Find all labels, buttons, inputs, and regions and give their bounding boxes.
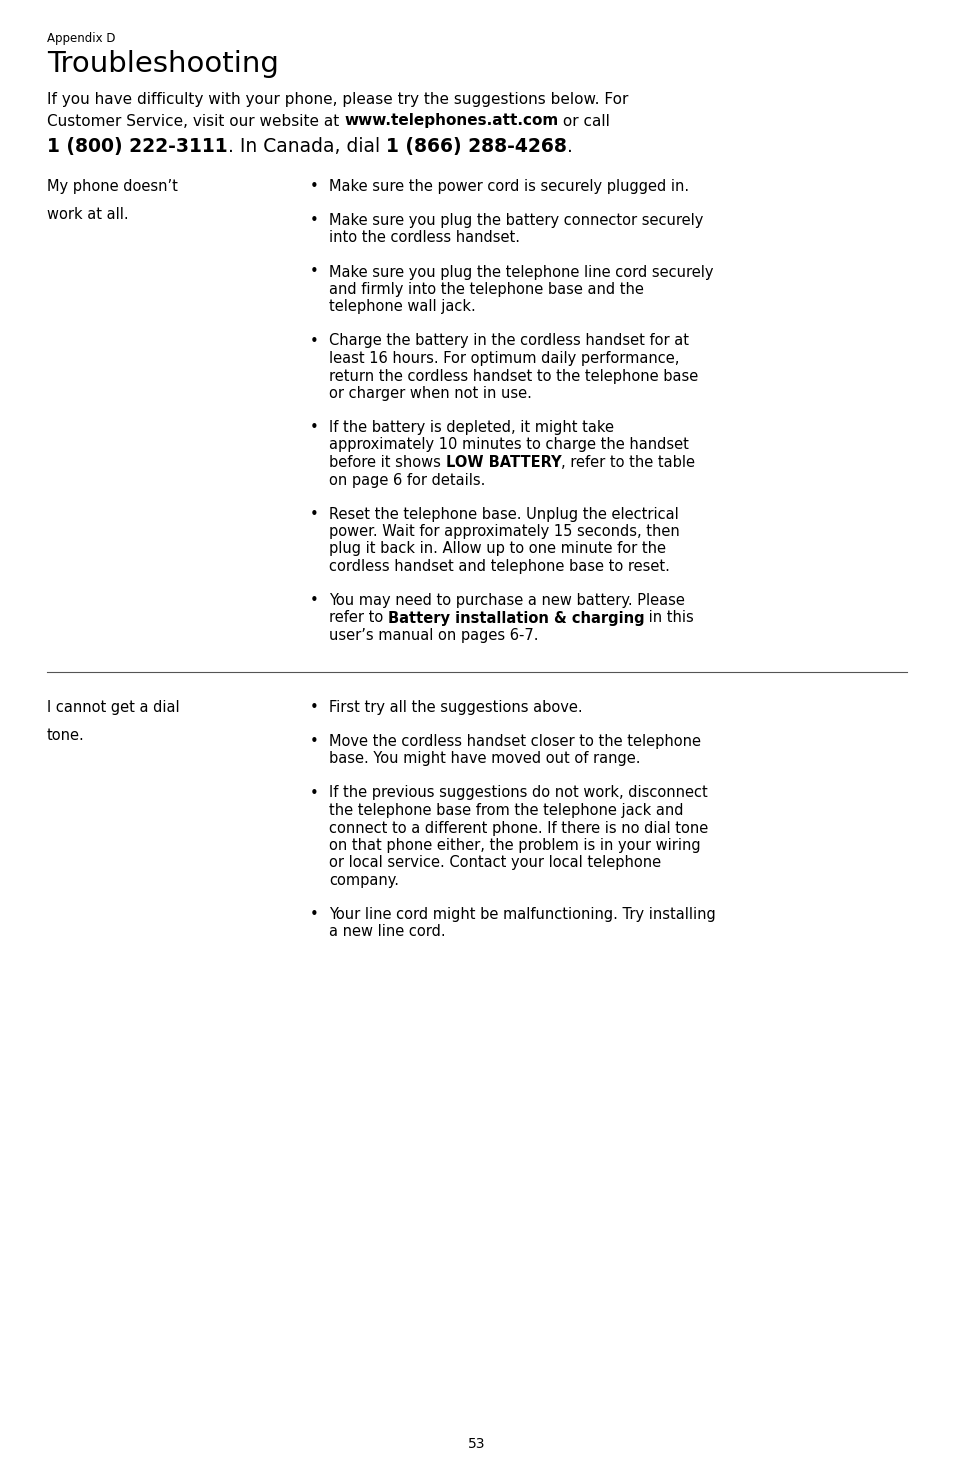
Text: Reset the telephone base. Unplug the electrical: Reset the telephone base. Unplug the ele… (329, 506, 678, 522)
Text: •: • (310, 212, 318, 229)
Text: •: • (310, 333, 318, 348)
Text: My phone doesn’t: My phone doesn’t (47, 178, 177, 195)
Text: •: • (310, 178, 318, 195)
Text: user’s manual on pages 6-7.: user’s manual on pages 6-7. (329, 628, 537, 643)
Text: •: • (310, 907, 318, 922)
Text: least 16 hours. For optimum daily performance,: least 16 hours. For optimum daily perfor… (329, 351, 679, 366)
Text: •: • (310, 264, 318, 279)
Text: or charger when not in use.: or charger when not in use. (329, 386, 532, 401)
Text: company.: company. (329, 873, 398, 888)
Text: base. You might have moved out of range.: base. You might have moved out of range. (329, 751, 639, 767)
Text: Battery installation & charging: Battery installation & charging (388, 611, 644, 625)
Text: a new line cord.: a new line cord. (329, 925, 445, 940)
Text: •: • (310, 420, 318, 435)
Text: into the cordless handset.: into the cordless handset. (329, 230, 519, 245)
Text: •: • (310, 735, 318, 749)
Text: . In Canada, dial: . In Canada, dial (228, 137, 385, 156)
Text: 1 (800) 222-3111: 1 (800) 222-3111 (47, 137, 228, 156)
Text: If the battery is depleted, it might take: If the battery is depleted, it might tak… (329, 420, 614, 435)
Text: cordless handset and telephone base to reset.: cordless handset and telephone base to r… (329, 559, 669, 574)
Text: the telephone base from the telephone jack and: the telephone base from the telephone ja… (329, 802, 682, 819)
Text: work at all.: work at all. (47, 207, 129, 223)
Text: and firmly into the telephone base and the: and firmly into the telephone base and t… (329, 282, 643, 296)
Text: Appendix D: Appendix D (47, 32, 115, 46)
Text: power. Wait for approximately 15 seconds, then: power. Wait for approximately 15 seconds… (329, 524, 679, 538)
Text: Move the cordless handset closer to the telephone: Move the cordless handset closer to the … (329, 735, 700, 749)
Text: •: • (310, 701, 318, 715)
Text: •: • (310, 786, 318, 801)
Text: on page 6 for details.: on page 6 for details. (329, 472, 485, 488)
Text: Customer Service, visit our website at: Customer Service, visit our website at (47, 114, 344, 128)
Text: tone.: tone. (47, 729, 85, 743)
Text: connect to a different phone. If there is no dial tone: connect to a different phone. If there i… (329, 820, 707, 835)
Text: Make sure you plug the battery connector securely: Make sure you plug the battery connector… (329, 212, 702, 229)
Text: Troubleshooting: Troubleshooting (47, 50, 278, 78)
Text: .: . (566, 137, 572, 156)
Text: before it shows: before it shows (329, 454, 445, 471)
Text: 53: 53 (468, 1437, 485, 1451)
Text: on that phone either, the problem is in your wiring: on that phone either, the problem is in … (329, 838, 700, 853)
Text: return the cordless handset to the telephone base: return the cordless handset to the telep… (329, 369, 698, 384)
Text: Charge the battery in the cordless handset for at: Charge the battery in the cordless hands… (329, 333, 688, 348)
Text: in this: in this (644, 611, 694, 625)
Text: , refer to the table: , refer to the table (560, 454, 695, 471)
Text: Make sure the power cord is securely plugged in.: Make sure the power cord is securely plu… (329, 178, 688, 195)
Text: or call: or call (558, 114, 610, 128)
Text: plug it back in. Allow up to one minute for the: plug it back in. Allow up to one minute … (329, 541, 665, 556)
Text: •: • (310, 506, 318, 522)
Text: Your line cord might be malfunctioning. Try installing: Your line cord might be malfunctioning. … (329, 907, 715, 922)
Text: Make sure you plug the telephone line cord securely: Make sure you plug the telephone line co… (329, 264, 713, 279)
Text: telephone wall jack.: telephone wall jack. (329, 299, 476, 314)
Text: You may need to purchase a new battery. Please: You may need to purchase a new battery. … (329, 593, 684, 608)
Text: If you have difficulty with your phone, please try the suggestions below. For: If you have difficulty with your phone, … (47, 91, 628, 108)
Text: LOW BATTERY: LOW BATTERY (445, 454, 560, 471)
Text: If the previous suggestions do not work, disconnect: If the previous suggestions do not work,… (329, 786, 707, 801)
Text: refer to: refer to (329, 611, 388, 625)
Text: approximately 10 minutes to charge the handset: approximately 10 minutes to charge the h… (329, 438, 688, 453)
Text: I cannot get a dial: I cannot get a dial (47, 701, 179, 715)
Text: www.telephones.att.com: www.telephones.att.com (344, 114, 558, 128)
Text: or local service. Contact your local telephone: or local service. Contact your local tel… (329, 855, 660, 870)
Text: 1 (866) 288-4268: 1 (866) 288-4268 (385, 137, 566, 156)
Text: •: • (310, 593, 318, 608)
Text: First try all the suggestions above.: First try all the suggestions above. (329, 701, 582, 715)
